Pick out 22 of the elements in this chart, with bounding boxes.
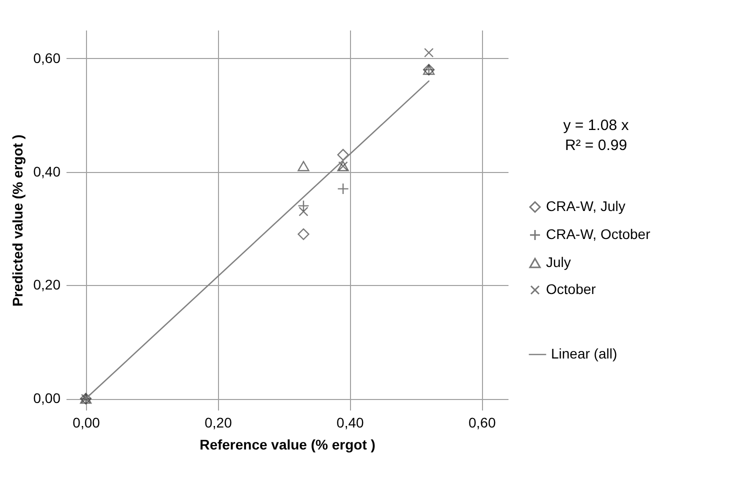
text: y = 1.08 x bbox=[563, 117, 630, 134]
y-tick-label: 0,00 bbox=[33, 390, 61, 406]
point bbox=[337, 182, 349, 195]
legend-label: Linear (all) bbox=[551, 346, 618, 362]
y-tick-label: 0,60 bbox=[33, 50, 61, 66]
y-tick-label: 0,40 bbox=[33, 163, 61, 180]
point bbox=[424, 48, 434, 58]
point bbox=[298, 160, 310, 172]
legend-label: CRA-W, October bbox=[546, 226, 651, 242]
x-tick-label: 0,00 bbox=[72, 414, 100, 430]
legend-label: CRA-W, July bbox=[546, 198, 626, 214]
legend-label: July bbox=[546, 254, 571, 270]
y-axis-title: Predicted value (% ergot ) bbox=[9, 134, 26, 306]
x-axis-title: Reference value (% ergot ) bbox=[200, 436, 376, 452]
text: R² = 0.99 bbox=[564, 137, 628, 154]
x-tick-label: 0,20 bbox=[204, 414, 232, 430]
point bbox=[298, 228, 310, 240]
legend-label: October bbox=[546, 281, 596, 297]
y-tick-label: 0,20 bbox=[33, 276, 61, 293]
x-tick-label: 0,40 bbox=[336, 414, 364, 430]
x-tick-label: 0,60 bbox=[468, 414, 496, 430]
point bbox=[337, 148, 349, 161]
